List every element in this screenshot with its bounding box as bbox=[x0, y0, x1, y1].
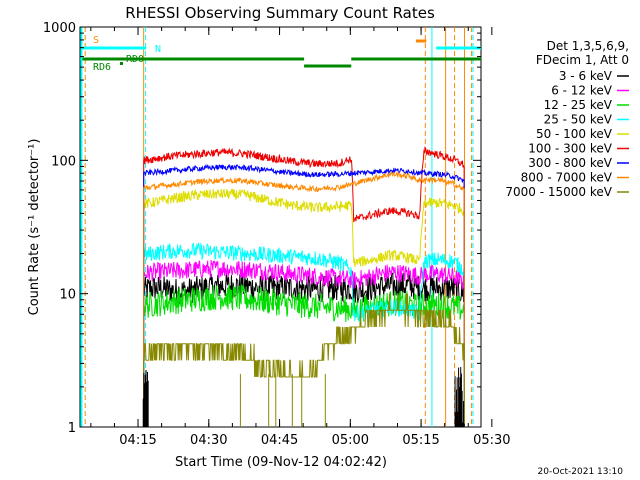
legend-header-1: Det 1,3,5,6,9, bbox=[547, 39, 629, 53]
legend: Det 1,3,5,6,9, FDecim 1, Att 0 3 - 6 keV… bbox=[505, 39, 629, 199]
x-tick-label: 05:30 bbox=[473, 433, 510, 448]
series-line bbox=[143, 293, 465, 427]
x-axis-label: Start Time (09-Nov-12 04:02:42) bbox=[175, 455, 387, 470]
plot-clip-group bbox=[80, 27, 481, 427]
y-tick-label: 1000 bbox=[43, 21, 76, 36]
series-line bbox=[143, 188, 465, 427]
legend-label: 50 - 100 keV bbox=[536, 127, 613, 141]
y-tick-label: 10 bbox=[59, 288, 76, 303]
series-line bbox=[143, 170, 465, 427]
legend-label: 800 - 7000 keV bbox=[521, 171, 613, 185]
legend-label: 12 - 25 keV bbox=[544, 98, 613, 112]
series-100to300keV bbox=[143, 146, 465, 427]
plot-area: S N RD0 RD6 bbox=[79, 26, 482, 428]
legend-header-2: FDecim 1, Att 0 bbox=[536, 53, 629, 67]
series-3to6keV bbox=[143, 272, 465, 427]
series-25to50keV bbox=[143, 242, 465, 427]
flag-dot bbox=[120, 62, 123, 65]
flag-label-rd6: RD6 bbox=[93, 62, 111, 73]
x-tick-label: 04:15 bbox=[119, 433, 156, 448]
series-line bbox=[143, 259, 465, 427]
y-tick-label: 1 bbox=[68, 421, 76, 436]
x-tick-label: 04:30 bbox=[190, 433, 227, 448]
flag-label-night: N bbox=[155, 44, 161, 55]
series-50to100keV bbox=[143, 188, 465, 427]
series-line bbox=[143, 163, 465, 427]
series-12to25keV bbox=[143, 283, 465, 427]
series-line bbox=[143, 242, 465, 427]
flag-label-rd0: RD0 bbox=[126, 54, 144, 65]
y-tick-label: 100 bbox=[51, 154, 76, 169]
chart-title: RHESSI Observing Summary Count Rates bbox=[125, 4, 435, 22]
legend-label: 7000 - 15000 keV bbox=[505, 185, 612, 199]
legend-label: 6 - 12 keV bbox=[551, 84, 613, 98]
x-tick-label: 05:15 bbox=[402, 433, 439, 448]
x-axis-ticks: 04:15 04:30 04:45 05:00 05:15 05:30 bbox=[90, 27, 511, 448]
series-6to12keV bbox=[143, 259, 465, 427]
plot-frame bbox=[79, 26, 482, 428]
legend-label: 100 - 300 keV bbox=[528, 142, 612, 156]
legend-label: 3 - 6 keV bbox=[559, 69, 613, 83]
x-tick-label: 05:00 bbox=[332, 433, 369, 448]
series-300to800keV bbox=[143, 163, 465, 427]
series-line bbox=[143, 146, 465, 427]
legend-label: 300 - 800 keV bbox=[528, 156, 612, 170]
timestamp: 20-Oct-2021 13:10 bbox=[538, 467, 624, 477]
series-800to7000keV bbox=[143, 170, 465, 427]
series-line bbox=[143, 283, 465, 427]
y-axis-label: Count Rate (s⁻¹ detector⁻¹) bbox=[27, 139, 42, 316]
series-line bbox=[143, 272, 465, 427]
legend-label: 25 - 50 keV bbox=[544, 113, 613, 127]
series-7000to15000keV bbox=[143, 293, 465, 427]
flag-label-saa: S bbox=[93, 35, 99, 46]
x-tick-label: 04:45 bbox=[261, 433, 298, 448]
y-axis-ticks: 1 10 100 1000 bbox=[43, 21, 481, 436]
